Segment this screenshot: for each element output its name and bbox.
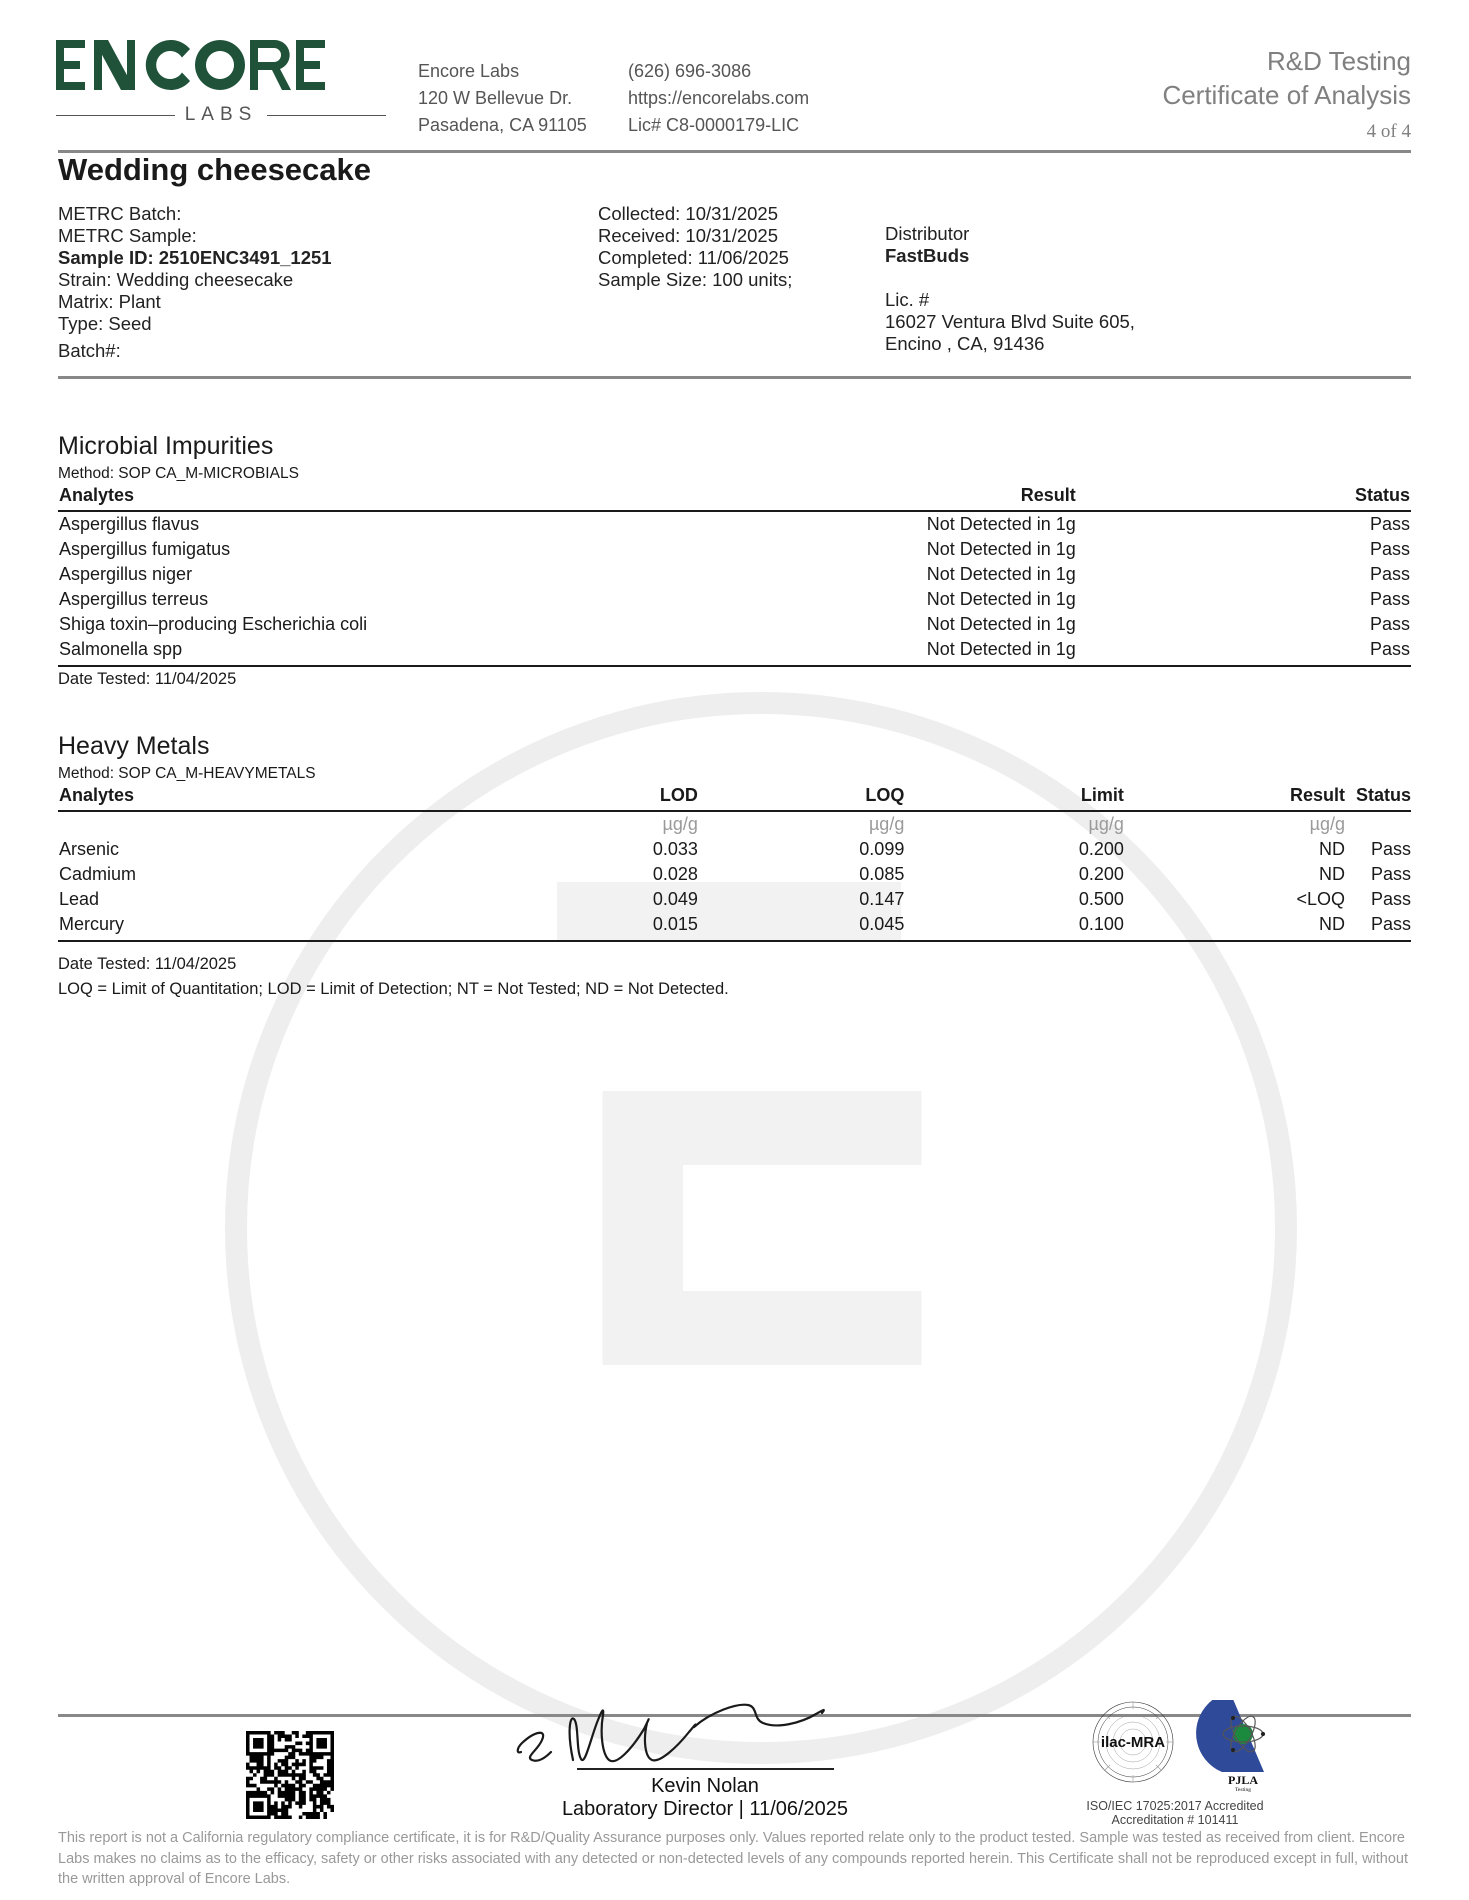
svg-text:Accreditation # 101411: Accreditation # 101411 — [1112, 1813, 1239, 1827]
svg-text:PJLA: PJLA — [1228, 1773, 1258, 1787]
svg-text:Testing: Testing — [1235, 1787, 1251, 1793]
svg-text:ISO/IEC 17025:2017 Accredited: ISO/IEC 17025:2017 Accredited — [1086, 1799, 1263, 1813]
svg-text:ilac-MRA: ilac-MRA — [1101, 1734, 1165, 1751]
